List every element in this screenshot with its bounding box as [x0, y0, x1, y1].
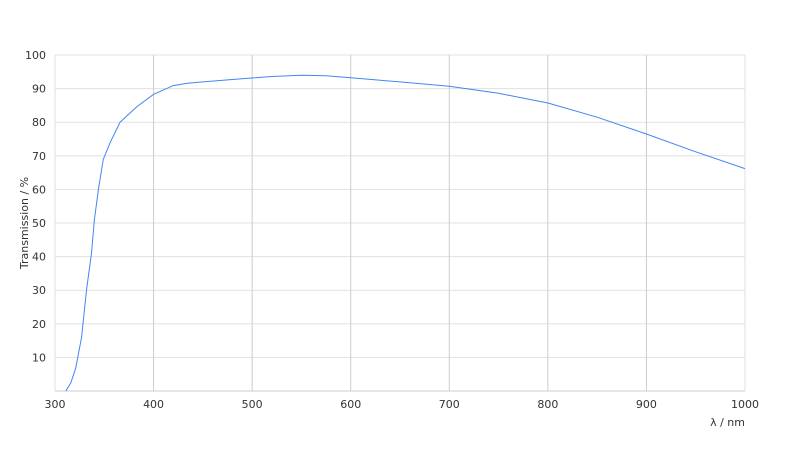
x-tick-label: 1000 [731, 398, 759, 411]
y-tick-label: 30 [32, 284, 46, 297]
y-tick-label: 80 [32, 116, 46, 129]
y-axis-label: Transmission / % [18, 177, 31, 270]
y-tick-label: 90 [32, 83, 46, 96]
x-tick-label: 300 [45, 398, 66, 411]
y-tick-label: 60 [32, 183, 46, 196]
x-tick-label: 500 [242, 398, 263, 411]
x-tick-label: 400 [143, 398, 164, 411]
y-tick-label: 40 [32, 251, 46, 264]
x-tick-label: 600 [340, 398, 361, 411]
x-tick-label: 800 [537, 398, 558, 411]
y-tick-label: 20 [32, 318, 46, 331]
series-line [65, 74, 746, 392]
x-tick-label: 900 [636, 398, 657, 411]
y-tick-label: 70 [32, 150, 46, 163]
y-tick-label: 50 [32, 217, 46, 230]
x-axis-label: λ / nm [710, 416, 745, 429]
y-tick-label: 10 [32, 351, 46, 364]
x-tick-label: 700 [439, 398, 460, 411]
y-tick-label: 100 [25, 49, 46, 62]
